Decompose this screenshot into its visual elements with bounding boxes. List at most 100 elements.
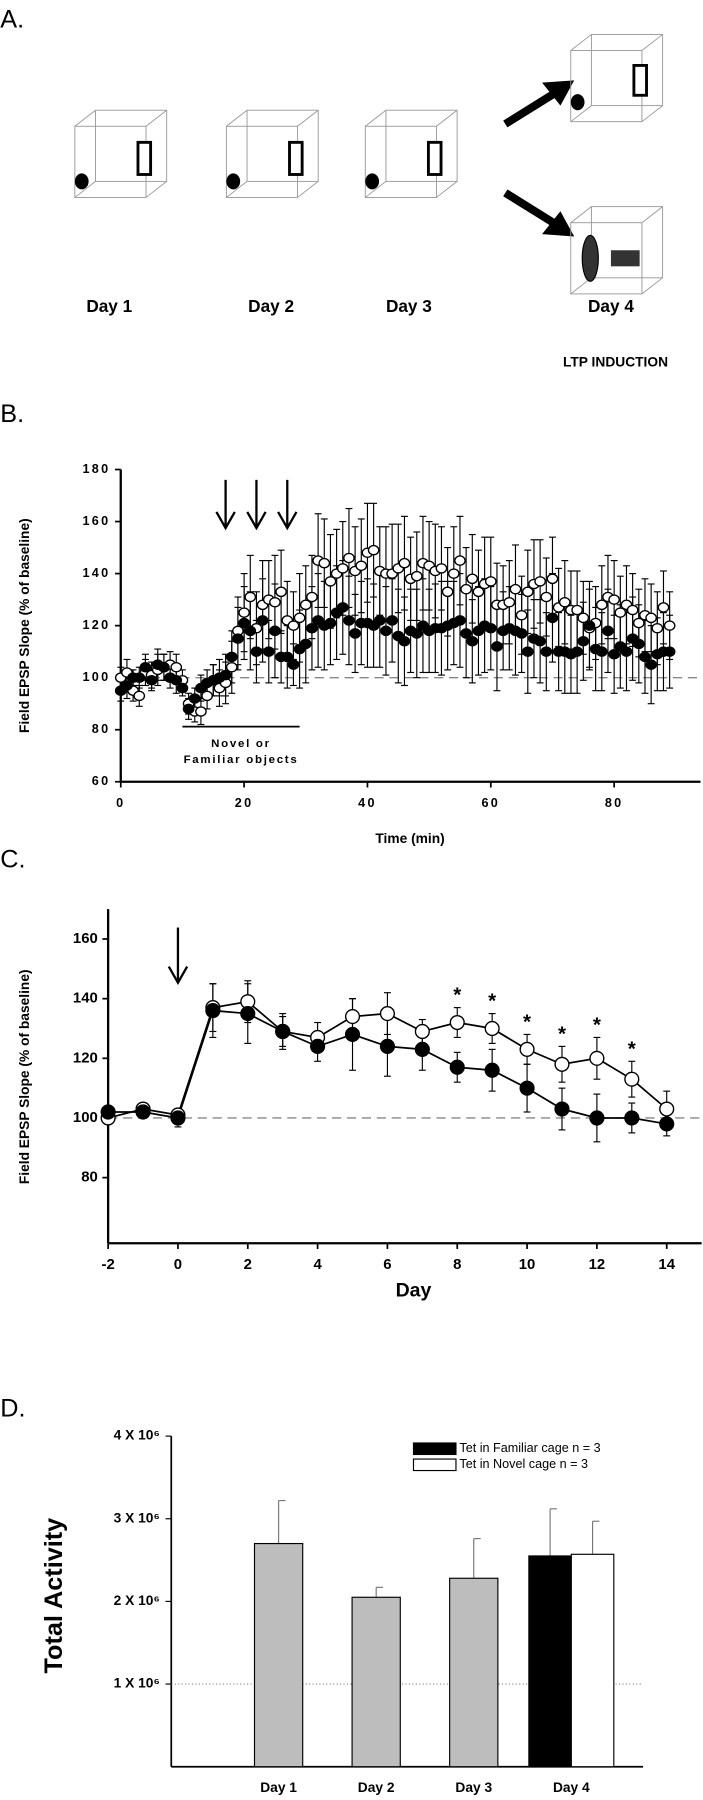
bar [528,1555,572,1768]
data-point [414,1041,430,1057]
data-point [219,669,232,681]
data-point [435,563,448,574]
data-point [262,646,275,657]
x-tick-label: Day 4 [553,1780,590,1795]
x-tick-label: -2 [101,1256,114,1273]
cube-edge [74,109,96,127]
cube-face [590,33,664,107]
data-point [336,563,349,574]
cube-edge [641,34,663,51]
cube-edge [74,181,96,198]
cube-edge [436,181,458,198]
data-point [373,615,386,626]
x-tick-label: 12 [589,1256,606,1273]
data-point [188,693,201,704]
significance-mark: * [523,1010,532,1033]
arrow [503,88,560,128]
data-point [379,1038,396,1054]
bar [570,1553,615,1768]
data-point [344,1008,361,1025]
x-axis-label: Time (min) [375,831,444,846]
novel-object [581,234,599,282]
data-point [620,646,633,657]
day-label: Day 2 [248,296,294,316]
legend-swatch [412,1442,457,1456]
y-tick-label: 3 X 10⁶ [114,1510,160,1525]
cube-edge [570,105,592,123]
significance-mark: * [488,990,497,1013]
data-point [519,1041,535,1057]
data-point [195,706,207,717]
data-point [256,615,269,626]
object-ball [365,173,380,190]
bar [449,1577,499,1768]
arrow-head [542,80,575,106]
data-point [398,557,411,569]
data-point [657,602,670,613]
data-point [275,1023,291,1040]
y-tick-label: 140 [73,990,98,1007]
data-point [336,602,349,613]
data-point [238,607,250,618]
data-point [503,596,516,608]
data-point [275,586,287,598]
data-point [367,544,380,556]
panel-label: D. [0,1394,25,1422]
data-point [238,617,250,629]
data-point [293,612,306,624]
arrow-head [167,966,189,985]
data-point [287,659,300,670]
x-tick-label: 20 [235,796,254,810]
significance-mark: * [628,1037,637,1060]
data-point [225,651,238,663]
y-axis-label: Field EPSP Slope (% of baseline) [17,969,32,1184]
data-point [663,620,676,631]
data-point [608,594,620,605]
data-point [287,620,300,631]
data-point [299,638,312,650]
x-tick-label: 0 [116,796,125,810]
data-point [466,573,479,585]
data-point [386,615,398,626]
y-tick-label: 100 [73,1109,98,1126]
cube-edge [570,206,592,224]
arrow-head [542,211,575,237]
data-point [645,659,657,670]
data-point [460,628,472,639]
arrows [503,88,560,229]
data-point [281,651,294,663]
cube-edge [297,181,319,198]
y-tick-label: 80 [92,722,111,736]
data-point [534,635,546,647]
x-axis-label: Day [396,1280,432,1302]
object-ball [226,173,241,190]
day-label: Day 3 [386,296,432,316]
data-point [410,570,423,582]
cube-face [590,206,664,279]
data-point [447,568,460,579]
data-point [398,635,411,647]
data-point [571,646,583,657]
cube-edge [226,181,248,198]
x-tick-label: Day 1 [260,1780,297,1795]
data-point [414,1023,430,1040]
x-tick-label: Day 2 [358,1780,395,1795]
object-ball [74,173,89,190]
panel-label: A. [0,5,24,33]
cube-edge [297,109,319,127]
data-point [589,1110,605,1126]
cube-edge [641,206,663,224]
data-point [583,620,596,631]
treatment-label: Novel or [211,738,271,750]
object-block [632,63,648,97]
x-tick-label: 8 [453,1256,461,1273]
cube-edge [364,109,387,127]
x-tick-label: 10 [519,1256,536,1273]
data-point [540,646,553,657]
data-point [343,615,355,626]
cube-face [95,109,168,182]
x-tick-label: 0 [174,1256,182,1273]
treatment-label: Familiar objects [184,754,299,766]
cube-edge [436,109,458,127]
